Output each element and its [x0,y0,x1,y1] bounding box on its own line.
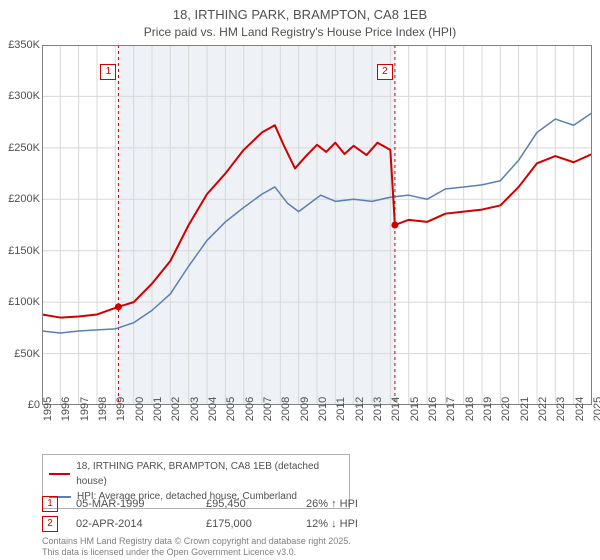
x-axis-label: 1999 [115,397,127,421]
x-axis-label: 2012 [354,397,366,421]
y-axis-label: £300K [0,90,40,102]
sale-date: 05-MAR-1999 [76,498,206,510]
attribution-line2: This data is licensed under the Open Gov… [42,547,351,558]
x-axis-label: 2015 [409,397,421,421]
x-axis-label: 2024 [574,397,586,421]
y-axis-label: £100K [0,296,40,308]
y-axis-label: £0 [0,399,40,411]
legend-label: 18, IRTHING PARK, BRAMPTON, CA8 1EB (det… [76,459,343,489]
sale-price: £95,450 [206,498,306,510]
x-axis-label: 2022 [537,397,549,421]
sale-marker-badge: 1 [42,496,58,512]
plot-area [42,45,592,405]
x-axis-label: 2010 [317,397,329,421]
x-axis-label: 2004 [207,397,219,421]
sale-date: 02-APR-2014 [76,518,206,530]
x-axis-label: 2018 [464,397,476,421]
x-axis-label: 2017 [445,397,457,421]
sale-price: £175,000 [206,518,306,530]
chart-title: 18, IRTHING PARK, BRAMPTON, CA8 1EB Pric… [0,0,600,40]
x-axis-label: 2003 [189,397,201,421]
chart-container: 18, IRTHING PARK, BRAMPTON, CA8 1EB Pric… [0,0,600,560]
x-axis-label: 1995 [42,397,54,421]
x-axis-label: 2014 [390,397,402,421]
x-axis-label: 2019 [482,397,494,421]
sale-delta: 26% ↑ HPI [306,498,426,510]
x-axis-label: 2006 [244,397,256,421]
title-subtitle: Price paid vs. HM Land Registry's House … [0,24,600,40]
x-axis-label: 2005 [225,397,237,421]
x-axis-label: 2021 [519,397,531,421]
x-axis-label: 2000 [134,397,146,421]
sale-marker-badge: 1 [100,64,116,80]
title-address: 18, IRTHING PARK, BRAMPTON, CA8 1EB [0,6,600,24]
sale-row: 1 05-MAR-1999£95,45026% ↑ HPI [42,494,426,514]
x-axis-label: 2008 [280,397,292,421]
attribution-line1: Contains HM Land Registry data © Crown c… [42,536,351,547]
plot-svg [42,45,592,405]
sales-table: 1 05-MAR-1999£95,45026% ↑ HPI 2 02-APR-2014… [42,494,426,534]
x-axis-label: 2002 [170,397,182,421]
sale-marker-badge: 2 [42,516,58,532]
y-axis-label: £250K [0,142,40,154]
y-axis-label: £50K [0,348,40,360]
x-axis-label: 2007 [262,397,274,421]
x-axis-label: 2011 [335,397,347,421]
y-axis-label: £350K [0,39,40,51]
sale-delta: 12% ↓ HPI [306,518,426,530]
sale-marker-badge: 2 [377,64,393,80]
y-axis-label: £150K [0,245,40,257]
x-axis-label: 2016 [427,397,439,421]
y-axis-label: £200K [0,193,40,205]
x-axis-label: 2009 [299,397,311,421]
legend-row: 18, IRTHING PARK, BRAMPTON, CA8 1EB (det… [49,459,343,489]
x-axis-label: 1998 [97,397,109,421]
x-axis-label: 2020 [500,397,512,421]
x-axis-label: 1996 [60,397,72,421]
x-axis-label: 1997 [79,397,91,421]
x-axis-label: 2001 [152,397,164,421]
x-axis-label: 2013 [372,397,384,421]
attribution: Contains HM Land Registry data © Crown c… [42,536,351,559]
x-axis-label: 2025 [592,397,600,421]
sale-row: 2 02-APR-2014£175,00012% ↓ HPI [42,514,426,534]
legend-swatch [49,473,70,475]
x-axis-label: 2023 [555,397,567,421]
